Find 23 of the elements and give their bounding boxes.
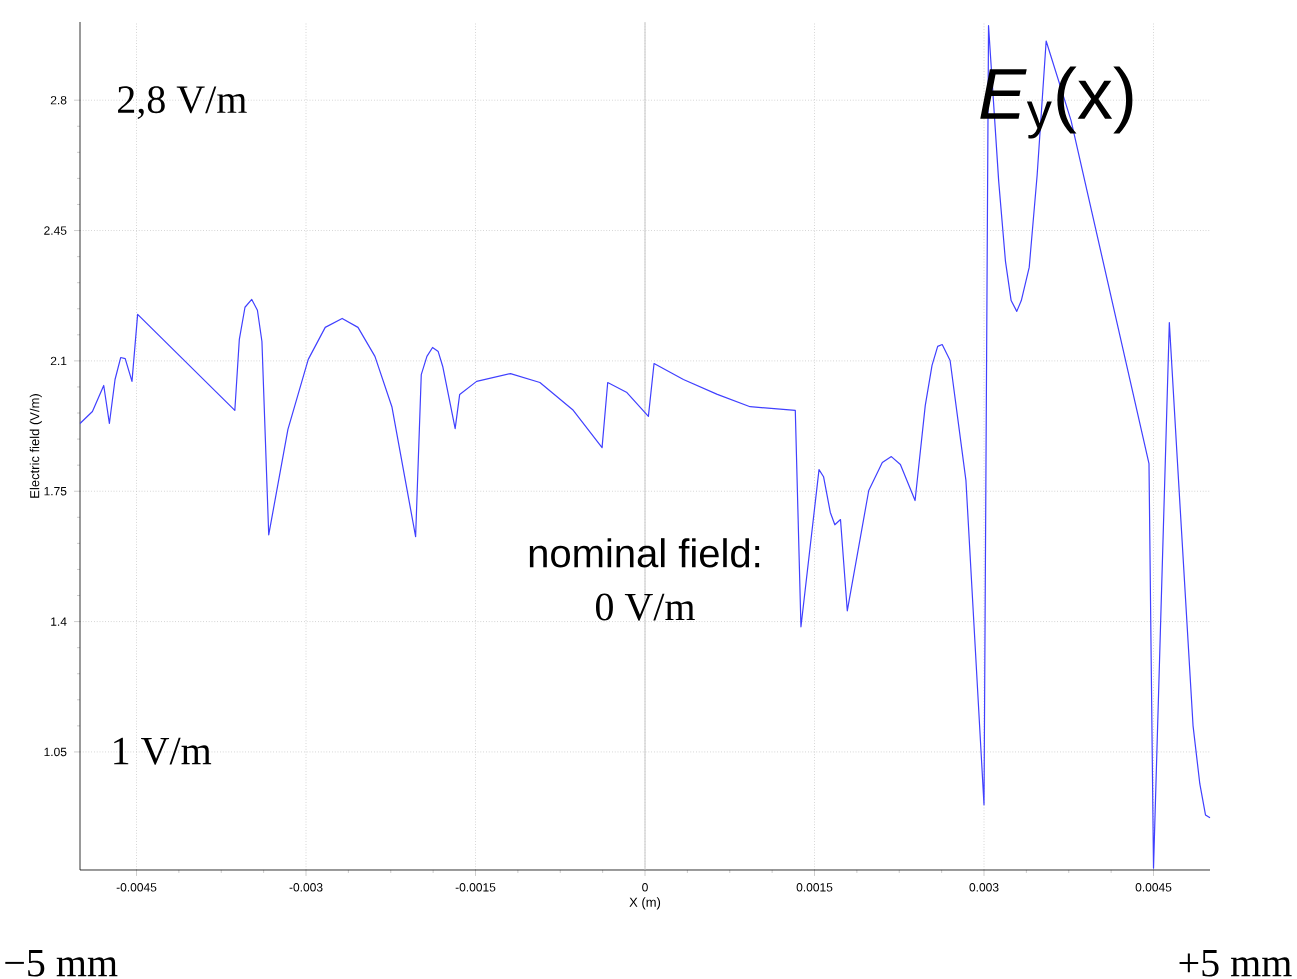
line-series xyxy=(79,25,1211,869)
y-tick-label: 1.05 xyxy=(44,747,67,757)
x-tick-label: 0 xyxy=(642,883,648,892)
annotation: 0 V/m xyxy=(595,593,695,621)
x-tick-label: 0.003 xyxy=(969,883,999,892)
x-tick-label: -0.0045 xyxy=(116,883,157,892)
x-tick-label: 0.0045 xyxy=(1135,883,1172,892)
y-tick-label: 1.75 xyxy=(44,487,67,496)
annotation: 2,8 V/m xyxy=(118,86,247,120)
annotation: nominal field: xyxy=(529,538,760,568)
text: E$_{y}$(x) xyxy=(980,66,1133,139)
y-tick-label: 2.1 xyxy=(50,356,67,366)
x-tick-label: -0.003 xyxy=(289,883,323,892)
x-tick-label: 0.0015 xyxy=(796,883,833,892)
y-tick-label: 2.8 xyxy=(50,96,67,105)
x-axis-title: X (m) xyxy=(629,897,661,910)
y-tick-label: 2.45 xyxy=(44,226,67,236)
text: −5 mm xyxy=(5,950,118,977)
y-axis-title: Electric field (V/m) xyxy=(29,394,42,498)
y-tick-label: 1.4 xyxy=(51,617,67,626)
text: +5 mm xyxy=(1179,950,1292,977)
annotation: 1 V/m xyxy=(114,737,212,765)
x-tick-label: -0.0015 xyxy=(455,883,496,892)
